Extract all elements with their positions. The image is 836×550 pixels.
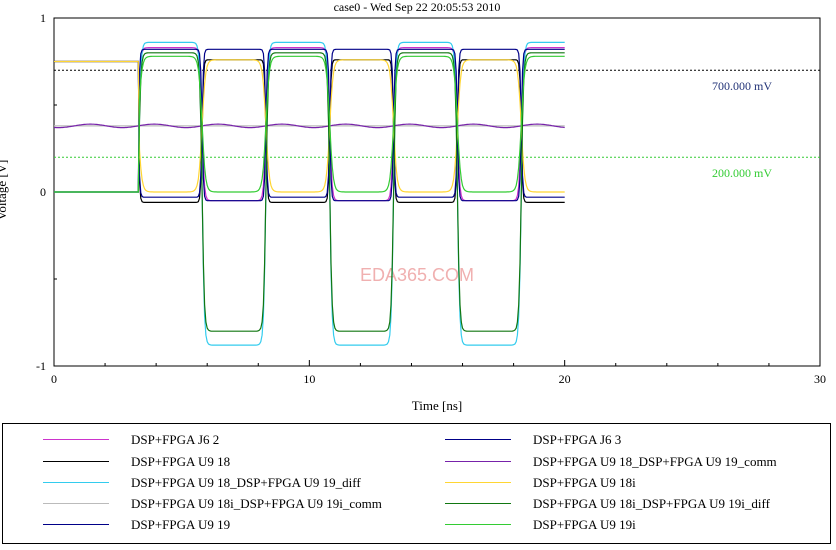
y-tick-label: -1: [36, 359, 46, 373]
x-tick-label: 30: [814, 372, 826, 386]
trace-2: [54, 59, 565, 203]
legend-label: DSP+FPGA J6 3: [533, 432, 622, 447]
y-tick-label: 0: [40, 185, 46, 199]
chart-title: case0 - Wed Sep 22 20:05:53 2010: [334, 0, 501, 14]
legend-label: DSP+FPGA U9 19i: [533, 517, 636, 532]
legend-swatch: [43, 482, 109, 483]
trace-5: [54, 48, 565, 202]
y-axis-label: Voltage [V]: [0, 160, 9, 221]
legend-swatch: [445, 461, 511, 462]
marker-lines: 700.000 mV 200.000 mV: [54, 69, 820, 180]
legend-swatch: [43, 439, 109, 440]
legend-swatch: [445, 524, 511, 525]
trace-group: [54, 41, 565, 346]
legend-swatch: [43, 524, 109, 525]
x-axis-label: Time [ns]: [412, 398, 462, 413]
legend-label: DSP+FPGA U9 18i_DSP+FPGA U9 19i_comm: [131, 496, 382, 511]
watermark: EDA365.COM: [360, 265, 474, 285]
trace-10: [54, 55, 565, 193]
legend-label: DSP+FPGA U9 18: [131, 454, 231, 469]
marker-label: 200.000 mV: [712, 166, 772, 180]
legend-label: DSP+FPGA U9 19: [131, 517, 231, 532]
y-tick-label: 1: [40, 11, 46, 25]
trace-6: [54, 48, 565, 198]
legend-label: DSP+FPGA U9 18_DSP+FPGA U9 19_comm: [533, 454, 777, 469]
x-tick-label: 20: [559, 372, 571, 386]
legend-label: DSP+FPGA U9 18i: [533, 475, 636, 490]
legend-swatch: [445, 439, 511, 440]
legend-label: DSP+FPGA U9 18_DSP+FPGA U9 19_diff: [131, 475, 361, 490]
legend-label: DSP+FPGA U9 18i_DSP+FPGA U9 19i_diff: [533, 496, 770, 511]
x-tick-label: 0: [51, 372, 57, 386]
waveform-chart: case0 - Wed Sep 22 20:05:53 2010 0 10 20 30…: [0, 0, 826, 413]
marker-label: 700.000 mV: [712, 79, 772, 93]
legend-swatch: [445, 482, 511, 483]
x-tick-label: 10: [303, 372, 315, 386]
legend-swatch: [43, 461, 109, 462]
trace-3: [54, 41, 565, 346]
legend-swatch: [445, 503, 511, 504]
legend: DSP+FPGA J6 2 DSP+FPGA U9 18 DSP+FPGA U9 1…: [2, 423, 831, 544]
legend-swatch: [43, 503, 109, 504]
legend-label: DSP+FPGA J6 2: [131, 432, 220, 447]
